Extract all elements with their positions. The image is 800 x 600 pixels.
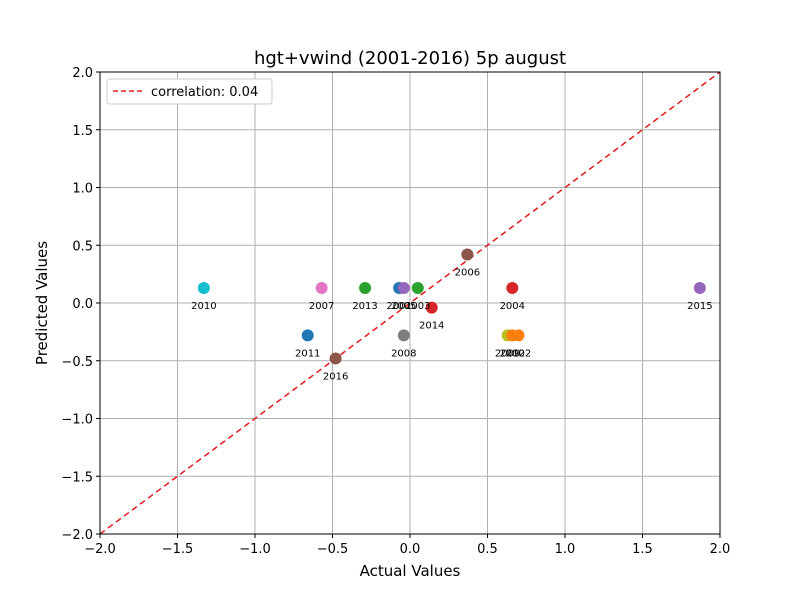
data-point-2015: [693, 281, 706, 294]
y-tick-label: −2.0: [61, 528, 93, 543]
data-label-2008: 2008: [391, 348, 416, 359]
data-point-2016: [329, 352, 342, 365]
data-point-2014: [425, 301, 438, 314]
data-label-2012: 2012: [500, 348, 525, 359]
data-point-2007: [315, 281, 328, 294]
data-points: [197, 248, 706, 365]
x-tick-label: 0.0: [400, 542, 421, 557]
legend-label: correlation: 0.04: [151, 85, 258, 100]
data-label-2014: 2014: [419, 321, 444, 332]
x-tick-label: −1.0: [239, 542, 271, 557]
y-axis-title: Predicted Values: [33, 241, 51, 365]
chart-title: hgt+vwind (2001-2016) 5p august: [254, 48, 566, 69]
ticks: −2.0 −1.5 −1.0 −0.5 0.0 0.5 1.0 1.5 2.0 −2.0 −1.5 −…: [61, 66, 730, 557]
data-point-2008: [397, 329, 410, 342]
x-tick-label: −1.5: [162, 542, 194, 557]
y-tick-label: 2.0: [72, 66, 93, 81]
data-label-2013: 2013: [352, 301, 377, 312]
data-point-2004: [506, 281, 519, 294]
y-tick-label: 0.5: [72, 239, 93, 254]
data-label-2006: 2006: [455, 267, 480, 278]
legend-box: [106, 78, 273, 105]
y-tick-label: −0.5: [61, 355, 93, 370]
data-label-2004: 2004: [500, 301, 525, 312]
legend: correlation: 0.04: [106, 78, 273, 105]
data-label-2015: 2015: [687, 301, 712, 312]
data-point-2010: [197, 281, 210, 294]
data-label-2002: 2002: [506, 348, 531, 359]
x-tick-label: 1.0: [555, 542, 576, 557]
data-labels: 2001 2002 2003 2004 2005 2006 2007 2008 2009 2010…: [191, 267, 712, 382]
data-point-2005: [397, 281, 410, 294]
y-tick-label: −1.5: [61, 470, 93, 485]
data-label-2001: 2001: [386, 301, 411, 312]
x-tick-label: 2.0: [710, 542, 731, 557]
data-label-2011: 2011: [295, 348, 320, 359]
data-point-2013: [359, 281, 372, 294]
data-label-2003: 2003: [405, 301, 430, 312]
correlation-reference-line: [99, 71, 721, 535]
data-point-2003: [411, 281, 424, 294]
x-tick-label: 0.5: [477, 542, 498, 557]
data-label-2010: 2010: [191, 301, 216, 312]
y-tick-label: 1.0: [72, 182, 93, 197]
x-tick-label: −0.5: [317, 542, 349, 557]
data-label-2016: 2016: [323, 371, 348, 382]
reference-line-layer: [99, 71, 721, 535]
y-tick-label: 1.5: [72, 124, 93, 139]
x-tick-label: 1.5: [632, 542, 653, 557]
data-point-2012: [506, 329, 519, 342]
y-tick-label: −1.0: [61, 413, 93, 428]
data-point-2011: [301, 329, 314, 342]
y-tick-label: 0.0: [72, 297, 93, 312]
x-tick-label: −2.0: [84, 542, 116, 557]
data-point-2006: [461, 248, 474, 261]
data-label-2005: 2005: [391, 301, 416, 312]
data-label-2007: 2007: [309, 301, 334, 312]
data-label-2009: 2009: [495, 348, 520, 359]
x-axis-title: Actual Values: [360, 562, 461, 580]
